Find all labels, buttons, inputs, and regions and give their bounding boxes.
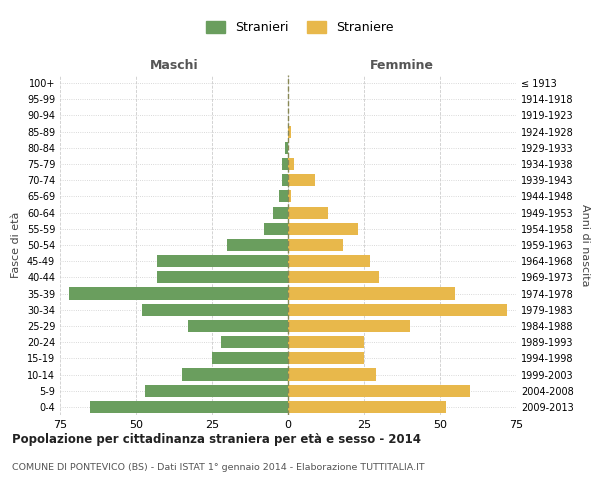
Bar <box>288 206 328 218</box>
Bar <box>288 272 379 283</box>
Y-axis label: Fasce di età: Fasce di età <box>11 212 21 278</box>
Bar <box>288 239 343 251</box>
Bar <box>212 352 288 364</box>
Text: COMUNE DI PONTEVICO (BS) - Dati ISTAT 1° gennaio 2014 - Elaborazione TUTTITALIA.: COMUNE DI PONTEVICO (BS) - Dati ISTAT 1°… <box>12 462 425 471</box>
Bar <box>288 304 507 316</box>
Legend: Stranieri, Straniere: Stranieri, Straniere <box>202 16 398 40</box>
Y-axis label: Anni di nascita: Anni di nascita <box>580 204 590 286</box>
Bar <box>91 401 288 413</box>
Bar <box>288 384 470 397</box>
Text: Femmine: Femmine <box>370 59 434 72</box>
Bar <box>273 206 288 218</box>
Bar <box>288 190 291 202</box>
Bar <box>279 190 288 202</box>
Bar <box>288 288 455 300</box>
Bar <box>288 158 294 170</box>
Bar <box>288 222 358 235</box>
Bar <box>288 126 291 138</box>
Bar <box>285 142 288 154</box>
Text: Maschi: Maschi <box>149 59 199 72</box>
Bar <box>288 352 364 364</box>
Text: Popolazione per cittadinanza straniera per età e sesso - 2014: Popolazione per cittadinanza straniera p… <box>12 432 421 446</box>
Bar <box>188 320 288 332</box>
Bar <box>227 239 288 251</box>
Bar <box>288 368 376 380</box>
Bar <box>182 368 288 380</box>
Bar <box>282 174 288 186</box>
Bar <box>221 336 288 348</box>
Bar <box>288 336 364 348</box>
Bar <box>282 158 288 170</box>
Bar <box>288 174 316 186</box>
Bar <box>288 320 410 332</box>
Bar <box>288 401 446 413</box>
Bar <box>263 222 288 235</box>
Bar <box>145 384 288 397</box>
Bar <box>142 304 288 316</box>
Bar <box>157 255 288 268</box>
Bar <box>288 255 370 268</box>
Bar <box>69 288 288 300</box>
Bar <box>157 272 288 283</box>
